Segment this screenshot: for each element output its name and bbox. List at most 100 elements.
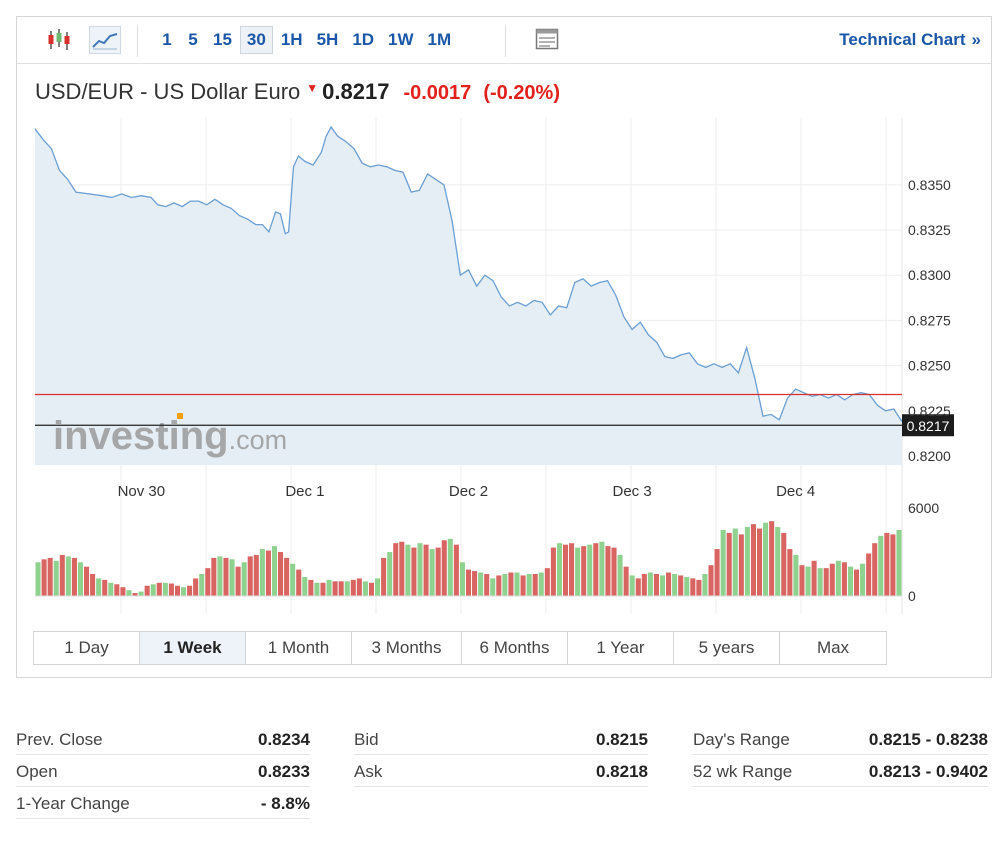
volume-bar xyxy=(308,579,314,596)
volume-bar xyxy=(696,579,702,596)
interval-1[interactable]: 1 xyxy=(162,30,172,49)
volume-bar xyxy=(569,543,575,596)
stat-value: 0.8234 xyxy=(258,730,310,749)
volume-bar xyxy=(496,575,502,596)
volume-bar xyxy=(538,572,544,596)
range-tab-1-day[interactable]: 1 Day xyxy=(34,632,140,664)
stats-column: Prev. Close 0.8234 Open 0.8233 1-Year Change… xyxy=(16,724,310,820)
stat-label: Open xyxy=(16,762,58,781)
volume-bar xyxy=(302,576,308,596)
line-chart-icon[interactable] xyxy=(89,26,121,54)
volume-bar xyxy=(575,547,581,596)
volume-bar xyxy=(799,565,805,596)
volume-bar xyxy=(344,581,350,596)
stat-label: Day's Range xyxy=(693,730,790,749)
volume-bar xyxy=(647,572,653,596)
y-tick-label: 0.8200 xyxy=(908,448,951,464)
volume-bar xyxy=(484,574,490,596)
range-tab-1-year[interactable]: 1 Year xyxy=(568,632,674,664)
volume-bar xyxy=(150,584,156,596)
range-tab-5-years[interactable]: 5 years xyxy=(674,632,780,664)
volume-bar xyxy=(562,544,569,596)
table-icon[interactable] xyxy=(534,26,564,54)
volume-bar xyxy=(635,578,641,596)
volume-bar xyxy=(611,547,617,596)
volume-bar xyxy=(672,574,678,596)
volume-bar xyxy=(90,574,96,596)
volume-bar xyxy=(544,568,550,596)
volume-bar xyxy=(884,532,890,596)
volume-bar xyxy=(641,574,647,596)
interval-1h[interactable]: 1H xyxy=(280,30,303,49)
price-line xyxy=(34,125,903,422)
range-tab-1-week[interactable]: 1 Week xyxy=(140,632,246,664)
range-tab-max[interactable]: Max xyxy=(816,638,850,657)
volume-bar xyxy=(841,562,847,596)
volume-bar xyxy=(381,557,387,596)
candlestick-icon-graphic xyxy=(48,29,70,50)
instrument-name: USD/EUR - US Dollar Euro xyxy=(35,79,301,104)
volume-bar xyxy=(465,569,472,596)
volume-bar xyxy=(217,556,223,596)
volume-bar xyxy=(253,554,259,596)
y-tick-label: 0.8325 xyxy=(908,222,951,238)
volume-bar xyxy=(59,554,65,596)
price-area xyxy=(35,127,902,465)
candlestick-icon[interactable] xyxy=(45,26,75,54)
stat-label: Bid xyxy=(354,730,379,749)
stats-column: Day's Range 0.8215 - 0.8238 52 wk Range 0.8… xyxy=(693,724,988,788)
interval-1d[interactable]: 1D xyxy=(352,30,375,49)
volume-bar xyxy=(787,549,793,596)
y-tick-label: 0.8275 xyxy=(908,312,951,328)
volume-bar xyxy=(47,557,53,596)
volume-bar xyxy=(447,538,453,596)
volume-bar xyxy=(847,566,853,596)
volume-bar xyxy=(326,579,332,596)
current-price-tag xyxy=(902,414,954,437)
volume-bar xyxy=(387,552,393,596)
technical-chart-label: Technical Chart xyxy=(839,30,966,49)
technical-chart-link[interactable]: Technical Chart » xyxy=(839,30,981,50)
volume-bar xyxy=(114,584,120,596)
quote-header: USD/EUR - US Dollar Euro ▼ 0.8217 -0.0017 (-… xyxy=(35,79,572,109)
stat-row: 52 wk Range 0.8213 - 0.9402 xyxy=(693,756,988,787)
volume-bar xyxy=(102,579,108,596)
range-tab-1-month[interactable]: 1 Month xyxy=(246,632,352,664)
volume-tick-label: 6000 xyxy=(908,500,939,516)
volume-bar xyxy=(199,574,205,596)
volume-bar xyxy=(823,568,829,596)
volume-bar xyxy=(296,569,302,596)
interval-30[interactable]: 30 xyxy=(239,26,273,54)
range-tab-3-months[interactable]: 3 Months xyxy=(352,632,462,664)
volume-bar xyxy=(368,582,375,596)
volume-bar xyxy=(508,572,514,596)
interval-5[interactable]: 5 xyxy=(188,30,198,49)
interval-1w[interactable]: 1W xyxy=(388,30,414,49)
y-tick-label: 0.8225 xyxy=(908,403,951,419)
volume-bar xyxy=(629,575,635,596)
stat-row: Bid 0.8215 xyxy=(354,724,648,755)
stat-value: 0.8218 xyxy=(596,762,648,781)
stat-value: 0.8215 xyxy=(596,730,648,749)
interval-15[interactable]: 15 xyxy=(213,30,232,49)
volume-bar xyxy=(829,563,835,596)
range-tab-6-months[interactable]: 6 Months xyxy=(462,632,568,664)
chart-toolbar: 1 5 15 30 1H 5H 1D 1W 1M Technical Chart » xyxy=(17,17,991,64)
volume-bar xyxy=(35,562,41,596)
y-tick-label: 0.8350 xyxy=(908,177,951,193)
volume-bar xyxy=(284,557,290,596)
volume-bar xyxy=(247,556,253,596)
volume-bar xyxy=(271,546,278,596)
volume-bar xyxy=(259,549,265,596)
volume-bar xyxy=(429,549,435,596)
volume-bar xyxy=(205,568,211,596)
stat-value: 0.8215 - 0.8238 xyxy=(868,730,988,749)
stat-row: Ask 0.8218 xyxy=(354,756,648,787)
interval-1m[interactable]: 1M xyxy=(427,30,452,49)
volume-bar xyxy=(744,527,750,596)
volume-bar xyxy=(362,581,368,596)
interval-5h[interactable]: 5H xyxy=(316,30,339,49)
volume-bar xyxy=(168,583,174,596)
volume-bar xyxy=(593,543,599,596)
stats-column: Bid 0.8215 Ask 0.8218 xyxy=(354,724,648,788)
